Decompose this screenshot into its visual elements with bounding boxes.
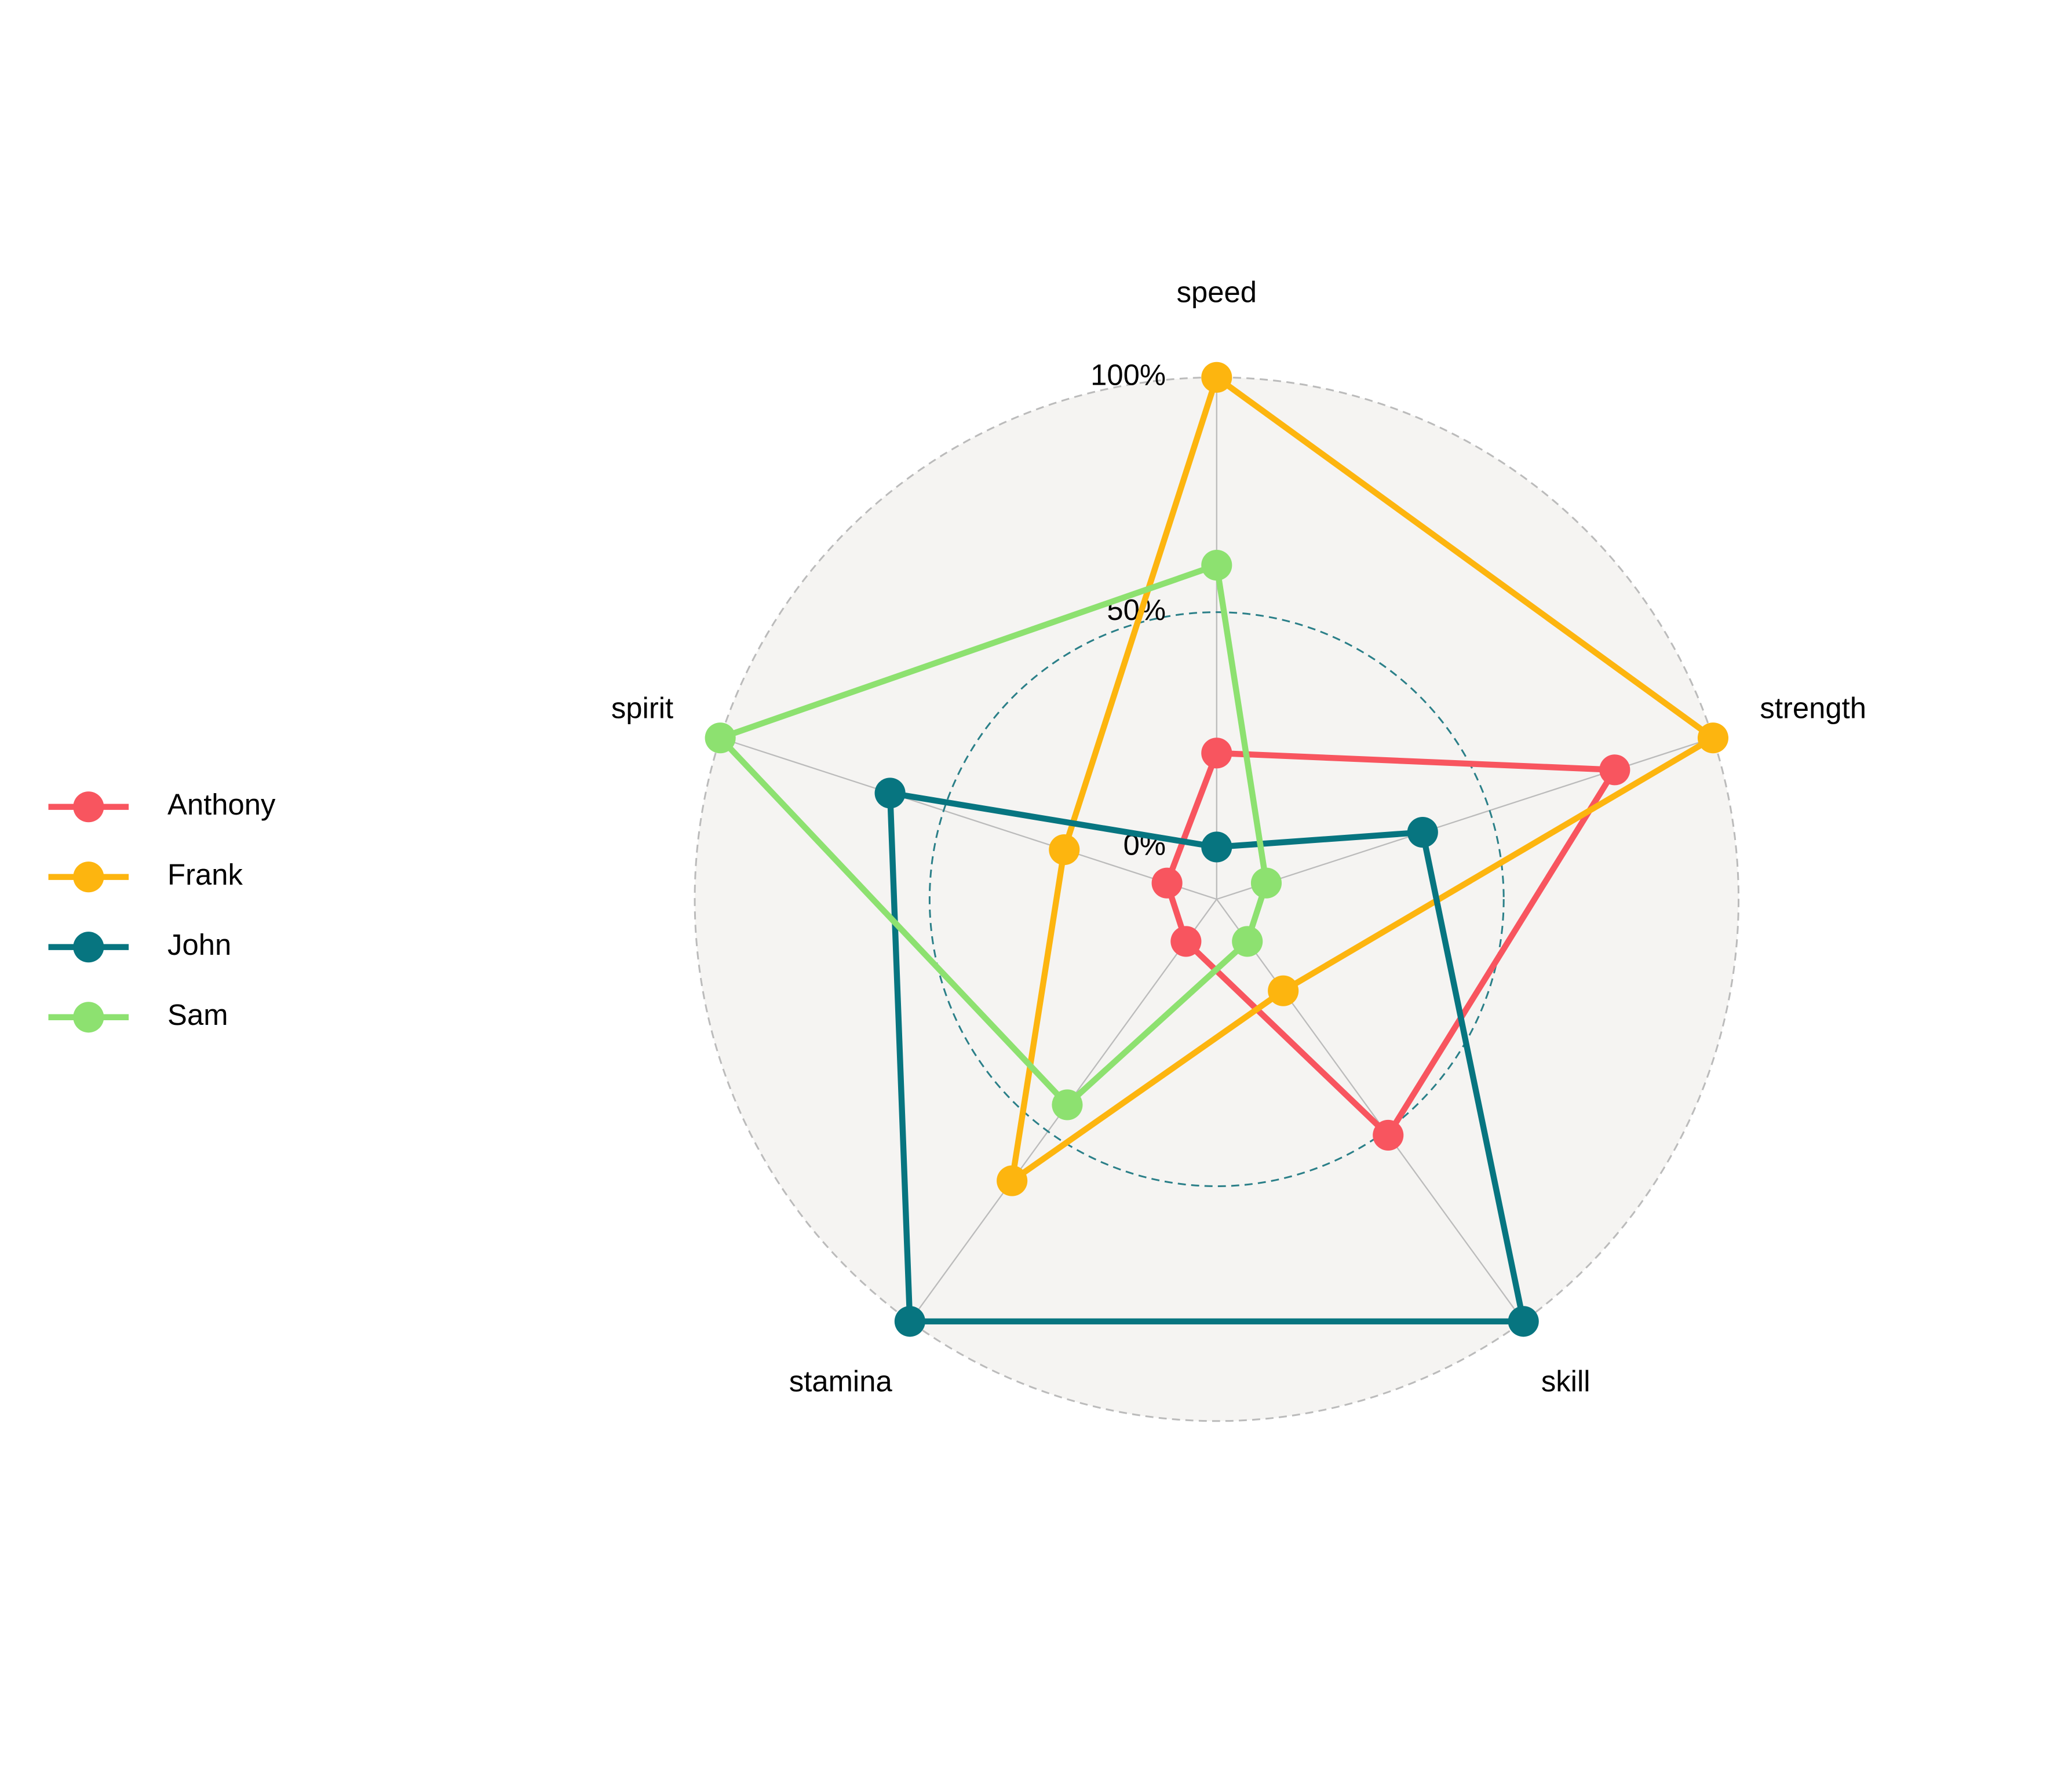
data-point [1201, 362, 1232, 393]
data-point [1201, 831, 1232, 863]
legend-marker [73, 862, 104, 893]
axis-label: skill [1541, 1365, 1591, 1398]
data-point [1151, 867, 1183, 899]
axis-label: stamina [789, 1365, 893, 1398]
data-point [1052, 1089, 1083, 1120]
legend-marker [73, 932, 104, 963]
data-point [894, 1306, 925, 1337]
data-point [1170, 926, 1202, 957]
data-point [1201, 738, 1232, 769]
grid-circle [694, 376, 1740, 1422]
spoke [1216, 899, 1524, 1322]
data-point [1508, 1306, 1539, 1337]
legend-marker [73, 791, 104, 823]
axis-label: speed [1177, 276, 1257, 309]
data-point [1407, 816, 1438, 848]
series-line [887, 790, 1527, 1324]
data-point [1250, 867, 1282, 899]
axis-label: spirit [611, 692, 673, 725]
data-point [1697, 722, 1729, 754]
data-point [1599, 754, 1630, 786]
grid-circle [928, 611, 1505, 1187]
data-point [705, 722, 736, 754]
data-point [1232, 926, 1263, 957]
legend-label: Anthony [167, 788, 276, 821]
legend-marker [73, 1002, 104, 1033]
data-point [874, 777, 906, 809]
series-line [1009, 374, 1716, 1184]
spoke [1216, 737, 1713, 900]
data-point [1268, 975, 1299, 1006]
axis-label: strength [1760, 692, 1866, 725]
data-point [997, 1165, 1028, 1196]
legend-label: Sam [167, 998, 228, 1031]
data-point [1201, 550, 1232, 581]
tick-label: 100% [1090, 359, 1166, 392]
legend-label: John [167, 928, 231, 961]
data-point [1373, 1119, 1404, 1151]
series-line [717, 562, 1270, 1108]
data-point [1049, 834, 1080, 866]
legend-label: Frank [167, 858, 243, 891]
series-line [1163, 750, 1618, 1138]
spoke [720, 737, 1217, 900]
